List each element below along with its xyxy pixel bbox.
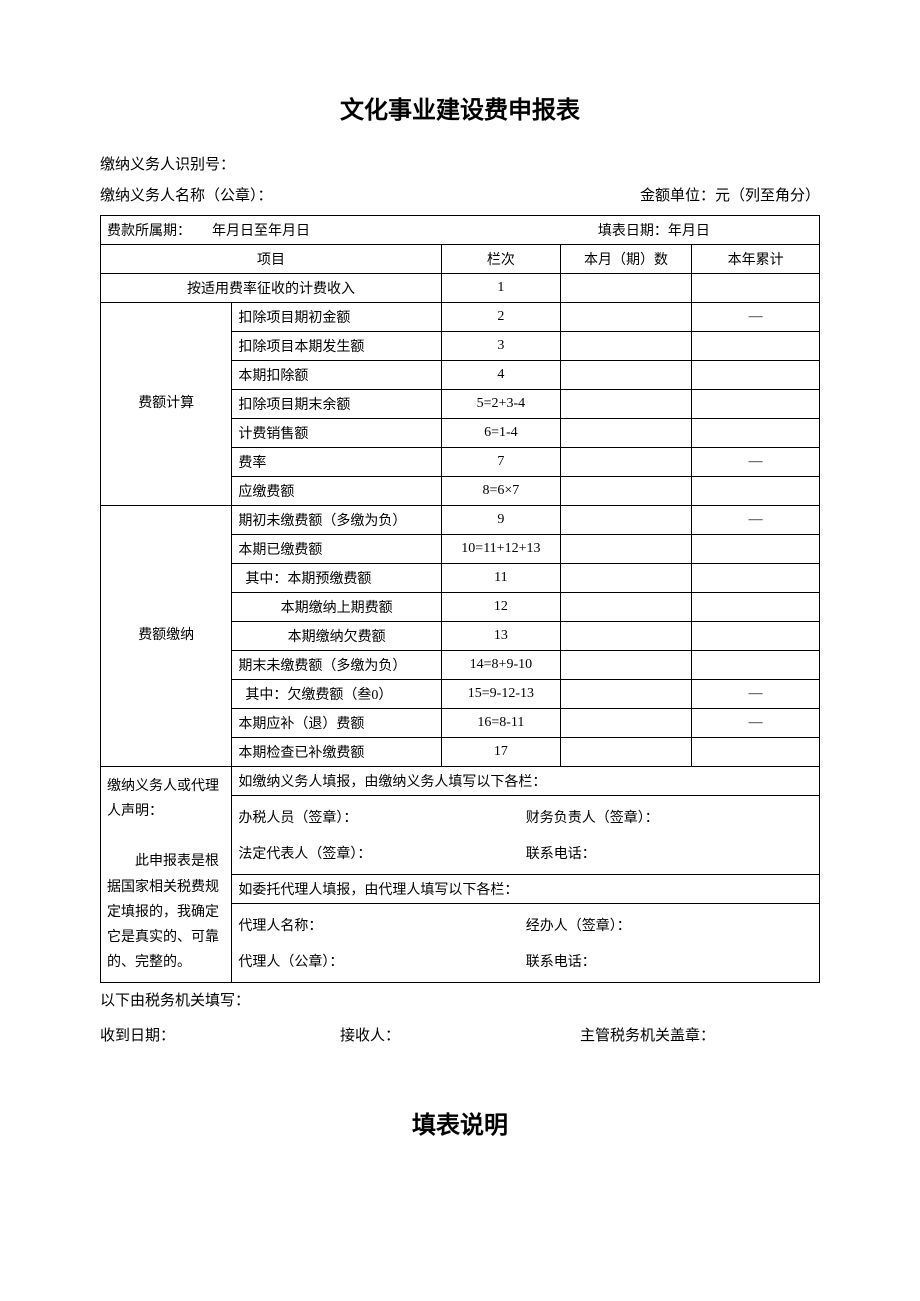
- cell-year: [692, 622, 820, 651]
- cell-month: [560, 738, 691, 767]
- section-fee-calc: 费额计算: [101, 303, 232, 506]
- declaration-table: 费款所属期： 年月日至年月日 填表日期：年月日 项目 栏次 本月（期）数 本年累…: [100, 215, 820, 983]
- row-col: 6=1-4: [441, 419, 560, 448]
- cell-month: [560, 303, 691, 332]
- row-label: 其中：欠缴费额（叁0）: [232, 680, 442, 709]
- cell-year: [692, 274, 820, 303]
- cell-year: [692, 477, 820, 506]
- cell-month: [560, 651, 691, 680]
- row-col: 12: [441, 593, 560, 622]
- cell-year: [692, 535, 820, 564]
- row-label: 扣除项目期末余额: [232, 390, 442, 419]
- cell-month: [560, 448, 691, 477]
- cell-month: [560, 535, 691, 564]
- row-col: 9: [441, 506, 560, 535]
- row-label: 扣除项目本期发生额: [232, 332, 442, 361]
- cell-month: [560, 506, 691, 535]
- cell-month: [560, 680, 691, 709]
- row-label: 其中：本期预缴费额: [232, 564, 442, 593]
- payer-name-label: 缴纳义务人名称（公章）：: [100, 184, 640, 205]
- row-label: 期末未缴费额（多缴为负）: [232, 651, 442, 680]
- cell-month: [560, 564, 691, 593]
- row-col: 15=9-12-13: [441, 680, 560, 709]
- cell-month: [560, 419, 691, 448]
- agent-tel-label: 联系电话：: [526, 951, 813, 971]
- row-label: 本期检查已补缴费额: [232, 738, 442, 767]
- page-title: 文化事业建设费申报表: [100, 90, 820, 125]
- cell-year: [692, 361, 820, 390]
- payer-id-label: 缴纳义务人识别号：: [100, 153, 820, 174]
- cell-year: [692, 738, 820, 767]
- agent-name-label: 代理人名称：: [238, 915, 525, 935]
- cell-year-dash: —: [692, 680, 820, 709]
- cell-year: [692, 593, 820, 622]
- row-col: 13: [441, 622, 560, 651]
- cell-year-dash: —: [692, 303, 820, 332]
- contact-tel-label: 联系电话：: [526, 843, 813, 863]
- agent-fill-note: 如委托代理人填报，由代理人填写以下各栏：: [232, 875, 820, 904]
- section-fee-pay: 费额缴纳: [101, 506, 232, 767]
- cell-month: [560, 709, 691, 738]
- cell-year: [692, 332, 820, 361]
- row-label: 本期应补（退）费额: [232, 709, 442, 738]
- row-label: 扣除项目期初金额: [232, 303, 442, 332]
- fill-date-label: 填表日期：年月日: [598, 224, 710, 239]
- cell-year-dash: —: [692, 709, 820, 738]
- row-label: 本期已缴费额: [232, 535, 442, 564]
- row-col: 5=2+3-4: [441, 390, 560, 419]
- authority-seal-label: 主管税务机关盖章：: [580, 1024, 820, 1045]
- row-col: 7: [441, 448, 560, 477]
- row-col: 11: [441, 564, 560, 593]
- row-label: 费率: [232, 448, 442, 477]
- cell-month: [560, 477, 691, 506]
- row-col: 3: [441, 332, 560, 361]
- cell-month: [560, 274, 691, 303]
- finance-head-label: 财务负责人（签章）：: [526, 807, 813, 827]
- row-label: 应缴费额: [232, 477, 442, 506]
- cell-year-dash: —: [692, 448, 820, 477]
- cell-year-dash: —: [692, 506, 820, 535]
- row-col: 14=8+9-10: [441, 651, 560, 680]
- cell-year: [692, 651, 820, 680]
- row-label: 本期缴纳欠费额: [232, 622, 442, 651]
- row-col: 4: [441, 361, 560, 390]
- payer-id-line: 缴纳义务人识别号：: [100, 153, 820, 174]
- period-value: 年月日至年月日: [212, 224, 310, 239]
- row-label: 本期扣除额: [232, 361, 442, 390]
- declaration-left: 缴纳义务人或代理人声明： 此申报表是根据国家相关税费规定填报的，我确定它是真实的…: [101, 767, 232, 983]
- row-col: 8=6×7: [441, 477, 560, 506]
- receiver-label: 接收人：: [340, 1024, 580, 1045]
- received-date-label: 收到日期：: [100, 1024, 340, 1045]
- row-col: 2: [441, 303, 560, 332]
- amount-unit: 金额单位：元（列至角分）: [640, 184, 820, 205]
- cell-year: [692, 564, 820, 593]
- period-label: 费款所属期：: [107, 224, 191, 239]
- header-column-no: 栏次: [441, 245, 560, 274]
- agent-seal-label: 代理人（公章）：: [238, 951, 525, 971]
- handler-label: 经办人（签章）：: [526, 915, 813, 935]
- header-this-month: 本月（期）数: [560, 245, 691, 274]
- header-project: 项目: [101, 245, 442, 274]
- row-label: 期初未缴费额（多缴为负）: [232, 506, 442, 535]
- cell-month: [560, 332, 691, 361]
- row-col: 1: [441, 274, 560, 303]
- footer-note: 以下由税务机关填写：: [100, 989, 820, 1010]
- cell-month: [560, 622, 691, 651]
- header-this-year: 本年累计: [692, 245, 820, 274]
- row-col: 10=11+12+13: [441, 535, 560, 564]
- cell-year: [692, 390, 820, 419]
- cell-month: [560, 593, 691, 622]
- cell-month: [560, 361, 691, 390]
- sub-title: 填表说明: [100, 1105, 820, 1140]
- row-col: 16=8-11: [441, 709, 560, 738]
- cell-year: [692, 419, 820, 448]
- cell-month: [560, 390, 691, 419]
- tax-staff-label: 办税人员（签章）：: [238, 807, 525, 827]
- row-label: 按适用费率征收的计费收入: [101, 274, 442, 303]
- row-col: 17: [441, 738, 560, 767]
- legal-rep-label: 法定代表人（签章）：: [238, 843, 525, 863]
- row-label: 计费销售额: [232, 419, 442, 448]
- row-label: 本期缴纳上期费额: [232, 593, 442, 622]
- payer-fill-note: 如缴纳义务人填报，由缴纳义务人填写以下各栏：: [232, 767, 820, 796]
